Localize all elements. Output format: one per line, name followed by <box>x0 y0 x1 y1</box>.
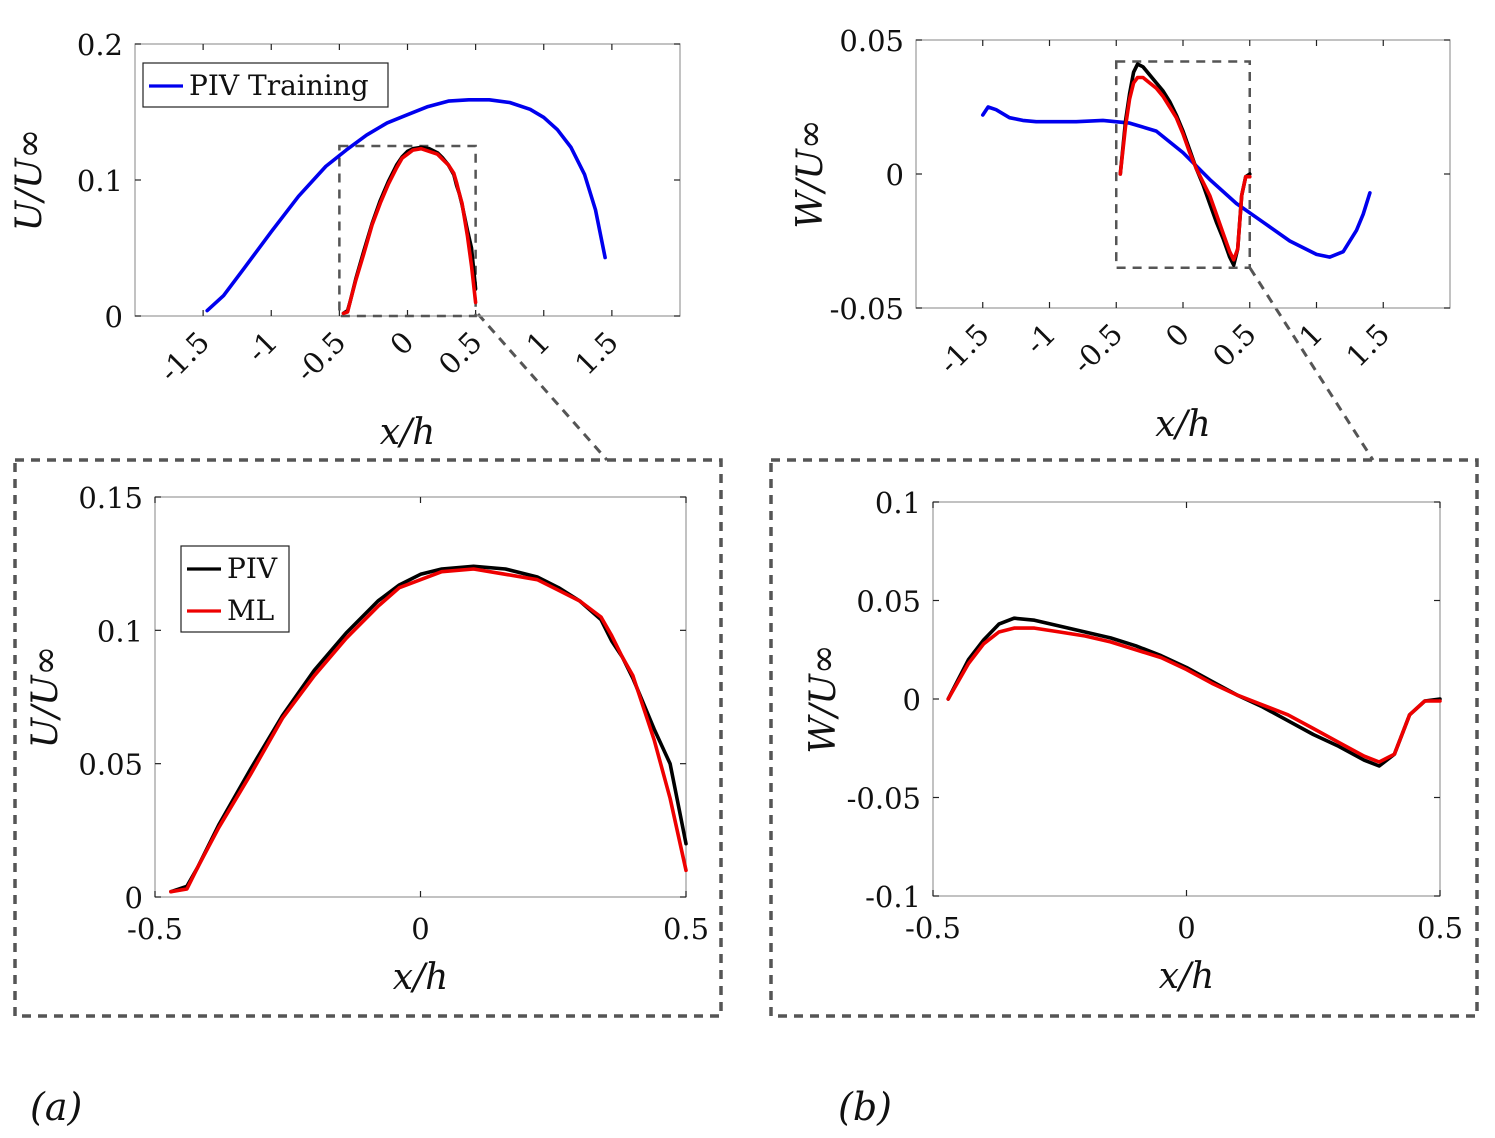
series-line-piv <box>946 616 1442 768</box>
x-tick-label: 0 <box>383 325 420 362</box>
y-axis-label: W/U∞ <box>803 644 844 753</box>
x-tick-label: 1.5 <box>1340 317 1397 374</box>
y-tick-label: 0.05 <box>839 24 904 58</box>
y-tick-label: 0.05 <box>856 585 921 619</box>
chart-a-top: -1.5 -1 -0.5 0 0.5 1 1.5 0 0.1 0.2 x/h U/U∞ PIV Trai… <box>9 28 681 453</box>
x-tick-label: -1.5 <box>932 317 996 381</box>
y-tick-label: 0.15 <box>78 481 143 515</box>
x-tick-label: -0.5 <box>289 325 353 389</box>
x-tick-label: 1.5 <box>568 325 625 382</box>
x-tick-label: 0.5 <box>1206 317 1263 374</box>
x-axis-label: x/h <box>380 412 436 453</box>
y-axis-label: U/U∞ <box>25 646 66 749</box>
x-axis-label: x/h <box>393 957 449 998</box>
x-tick-label: -1.5 <box>152 325 216 389</box>
series-line-piv <box>341 145 478 316</box>
x-tick-label: -1 <box>240 325 284 369</box>
legend-box <box>180 545 290 633</box>
legend-entry: PIV <box>227 552 278 585</box>
y-tick-label: 0.1 <box>97 614 143 648</box>
zoom-region-box <box>338 144 477 318</box>
x-tick-label: -0.5 <box>1066 317 1130 381</box>
x-tick-label: 1 <box>1292 317 1329 354</box>
x-tick-label: -1 <box>1018 317 1062 361</box>
x-tick-label: 1 <box>520 325 557 362</box>
y-tick-label: -0.05 <box>830 292 904 326</box>
y-tick-label: 0 <box>105 300 123 334</box>
series-line-ml <box>341 146 478 316</box>
panel-label-a: (a) <box>30 1085 82 1129</box>
panel-label-b: (b) <box>838 1085 892 1129</box>
y-tick-label: -0.05 <box>847 782 921 816</box>
y-tick-label: 0 <box>125 881 143 915</box>
decor-layer <box>13 267 1479 1018</box>
zoom-frame-a <box>13 458 723 1018</box>
series-line-piv <box>1118 62 1252 267</box>
y-tick-label: 0.05 <box>78 748 143 782</box>
zoom-connector-a <box>476 313 609 461</box>
series-line-ml <box>946 626 1442 764</box>
y-tick-label: 0 <box>886 158 904 192</box>
series-line-piv-training <box>980 105 1372 259</box>
x-tick-label: 0 <box>411 912 429 946</box>
legend: PIV ML <box>180 545 290 633</box>
x-tick-label: 0.5 <box>663 912 709 946</box>
zoom-region-box <box>1115 60 1251 270</box>
y-axis-label: W/U∞ <box>790 119 831 228</box>
y-tick-label: -0.1 <box>865 880 921 914</box>
series-line-piv-training <box>205 98 607 313</box>
y-tick-label: 0.2 <box>77 28 123 62</box>
series-line-ml <box>169 567 688 894</box>
legend-entry: PIV Training <box>189 69 369 102</box>
x-tick-label: -0.5 <box>905 911 961 945</box>
legend: PIV Training <box>142 62 389 108</box>
legend-entry: ML <box>227 594 274 627</box>
y-tick-label: 0.1 <box>875 486 921 520</box>
chart-b-zoom: -0.5 0 0.5 -0.1 -0.05 0 0.05 0.1 x/h W/U∞ <box>803 486 1463 997</box>
x-axis-label: x/h <box>1159 956 1215 997</box>
plot-frame <box>932 501 1441 897</box>
x-tick-label: 0 <box>1177 911 1195 945</box>
y-tick-label: 0.1 <box>77 164 123 198</box>
zoom-connector-b <box>1248 267 1375 461</box>
x-axis-label: x/h <box>1155 404 1211 445</box>
y-tick-label: 0 <box>903 683 921 717</box>
x-tick-label: 0.5 <box>1417 911 1463 945</box>
y-axis-label: U/U∞ <box>9 129 50 232</box>
x-tick-label: 0 <box>1159 317 1196 354</box>
legend-box <box>142 62 389 108</box>
zoom-frame-b <box>769 458 1479 1018</box>
chart-b-top: -1.5 -1 -0.5 0 0.5 1 1.5 -0.05 0 0.05 x/h W/U∞ <box>790 24 1451 445</box>
x-tick-label: -0.5 <box>127 912 183 946</box>
x-tick-label: 0.5 <box>432 325 489 382</box>
series-line-ml <box>1118 75 1252 262</box>
